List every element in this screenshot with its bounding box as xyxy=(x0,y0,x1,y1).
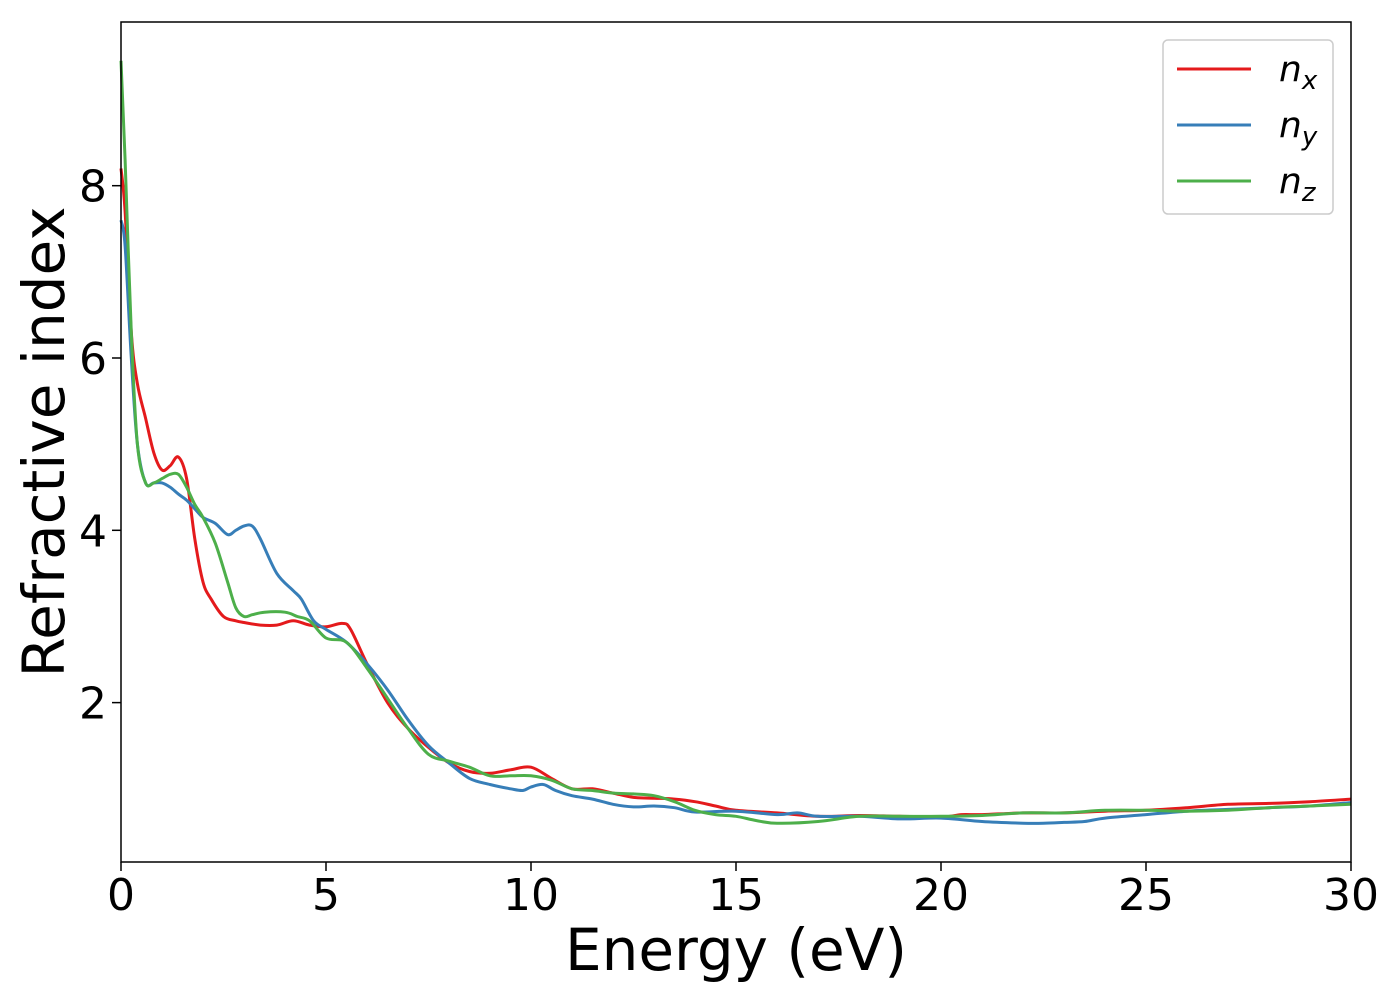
x-axis-title: Energy (eV) xyxy=(565,916,907,984)
x-tick-label: 20 xyxy=(913,870,969,921)
y-tick-label: 4 xyxy=(79,506,107,557)
y-tick-label: 2 xyxy=(79,679,107,730)
ticks-layer: 0 5 10 15 20 25 30 2 4 6 8 xyxy=(79,162,1379,921)
series-line-nz xyxy=(119,60,1352,825)
y-tick-label: 8 xyxy=(79,162,107,213)
y-axis-title: Refractive index xyxy=(10,206,78,677)
x-tick-label: 10 xyxy=(503,870,559,921)
x-tick-label: 15 xyxy=(708,870,764,921)
series-layer xyxy=(119,60,1352,825)
x-tick-label: 30 xyxy=(1323,870,1379,921)
x-tick-label: 25 xyxy=(1118,870,1174,921)
y-tick-label: 6 xyxy=(79,334,107,385)
legend-box xyxy=(1162,39,1334,215)
x-tick-label: 0 xyxy=(107,870,135,921)
x-tick-label: 5 xyxy=(312,870,340,921)
series-line-ny xyxy=(119,219,1352,825)
